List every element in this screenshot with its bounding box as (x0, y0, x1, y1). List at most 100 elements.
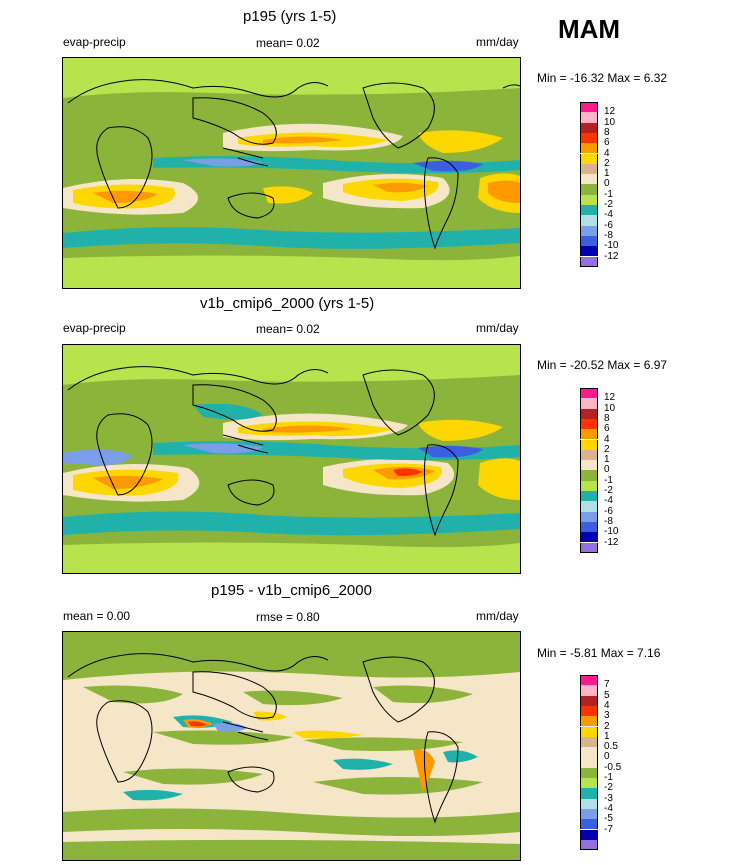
legend-swatch (580, 808, 598, 820)
legend-swatch (580, 542, 598, 553)
legend-swatch (580, 501, 598, 512)
panel-2-mean: mean= 0.02 (256, 322, 320, 336)
legend-swatch (580, 532, 598, 543)
legend-label: -6 (604, 505, 613, 517)
legend-label: 0.5 (604, 741, 618, 753)
panel-3-units: mm/day (476, 609, 519, 623)
legend-label: 4 (604, 699, 610, 711)
legend-swatch (580, 736, 598, 748)
legend-swatch (580, 511, 598, 522)
legend-label: 2 (604, 720, 610, 732)
legend-swatch (580, 480, 598, 491)
panel-2-minmax: Min = -20.52 Max = 6.97 (537, 358, 668, 372)
legend-label: 2 (604, 157, 610, 169)
legend-label: -10 (604, 526, 619, 538)
legend-swatch (580, 695, 598, 706)
legend-swatch (580, 491, 598, 502)
legend-label: -1 (604, 474, 613, 486)
legend-swatch (580, 153, 598, 164)
legend-label: -10 (604, 240, 619, 252)
legend-label: 8 (604, 412, 610, 424)
legend-label: 3 (604, 710, 610, 722)
legend-swatch (580, 726, 598, 737)
panel-1-units: mm/day (476, 35, 519, 49)
legend-label: 6 (604, 137, 610, 149)
panel-1-legend: 12 10 8 6 4 2 1 0 -1 -2 -4 -6 -8 -10 -12 (580, 102, 640, 282)
legend-label: 0 (604, 464, 610, 476)
legend-label: 8 (604, 126, 610, 138)
legend-swatch (580, 798, 598, 809)
panel-2-legend: 12 10 8 6 4 2 1 0 -1 -2 -4 -6 -8 -10 -12 (580, 388, 640, 568)
panel-1-variable: evap-precip (63, 35, 126, 49)
legend-label: 4 (604, 147, 610, 159)
legend-swatch (580, 246, 598, 257)
legend-label: -3 (604, 792, 613, 804)
legend-label: 2 (604, 443, 610, 455)
legend-swatch (580, 757, 598, 768)
legend-label: 5 (604, 689, 610, 701)
legend-swatch (580, 102, 598, 113)
legend-swatch (580, 418, 598, 430)
legend-swatch (580, 788, 598, 799)
panel-3-mean: mean = 0.00 (63, 609, 131, 623)
legend-label: 1 (604, 454, 610, 466)
legend-label: 1 (604, 730, 610, 742)
legend-label: -4 (604, 495, 613, 507)
legend-swatch (580, 521, 598, 533)
legend-swatch (580, 778, 598, 789)
legend-swatch (580, 716, 598, 727)
legend-swatch (580, 132, 598, 144)
legend-label: -7 (604, 823, 613, 835)
panel-1-map (62, 57, 521, 289)
panel-3-map (62, 631, 521, 861)
legend-label: 12 (604, 392, 616, 404)
panel-2-title: v1b_cmip6_2000 (yrs 1-5) (200, 295, 375, 312)
panel-1-map-graphic (63, 58, 520, 288)
legend-label: -2 (604, 199, 613, 210)
panel-3-minmax: Min = -5.81 Max = 7.16 (537, 646, 661, 660)
legend-swatch (580, 449, 598, 461)
legend-swatch (580, 408, 598, 419)
legend-label: 10 (604, 116, 616, 128)
legend-swatch (580, 122, 598, 133)
legend-label: -0.5 (604, 761, 622, 773)
legend-label: -1 (604, 188, 613, 200)
legend-swatch (580, 685, 598, 696)
panel-2-map (62, 344, 521, 574)
legend-label: -8 (604, 229, 613, 241)
legend-swatch (580, 174, 598, 185)
legend-label: -4 (604, 802, 613, 814)
legend-swatch (580, 767, 598, 778)
legend-swatch (580, 439, 598, 450)
panel-1-minmax: Min = -16.32 Max = 6.32 (537, 71, 668, 85)
season-label: MAM (558, 14, 621, 44)
legend-label: 4 (604, 433, 610, 445)
legend-label: 7 (604, 679, 610, 691)
legend-label: -5 (604, 813, 613, 825)
legend-swatch (580, 235, 598, 247)
legend-swatch (580, 470, 598, 481)
legend-swatch (580, 184, 598, 195)
legend-swatch (580, 256, 598, 267)
legend-swatch (580, 829, 598, 840)
legend-swatch (580, 675, 598, 686)
legend-swatch (580, 388, 598, 399)
legend-label: 6 (604, 423, 610, 435)
legend-label: 0 (604, 178, 610, 190)
legend-swatch (580, 839, 598, 851)
legend-swatch (580, 429, 598, 440)
panel-1-title: p195 (yrs 1-5) (243, 8, 337, 25)
panel-1-mean: mean= 0.02 (256, 36, 320, 50)
legend-label: -8 (604, 515, 613, 527)
legend-label: -6 (604, 219, 613, 231)
legend-swatch (580, 112, 598, 123)
legend-swatch (580, 225, 598, 236)
legend-label: -2 (604, 782, 613, 794)
legend-label: -4 (604, 209, 613, 221)
panel-2-map-graphic (63, 345, 520, 573)
legend-swatch (580, 705, 598, 717)
legend-swatch (580, 163, 598, 175)
panel-2-units: mm/day (476, 321, 519, 335)
legend-swatch (580, 215, 598, 226)
legend-label: 0 (604, 751, 610, 763)
